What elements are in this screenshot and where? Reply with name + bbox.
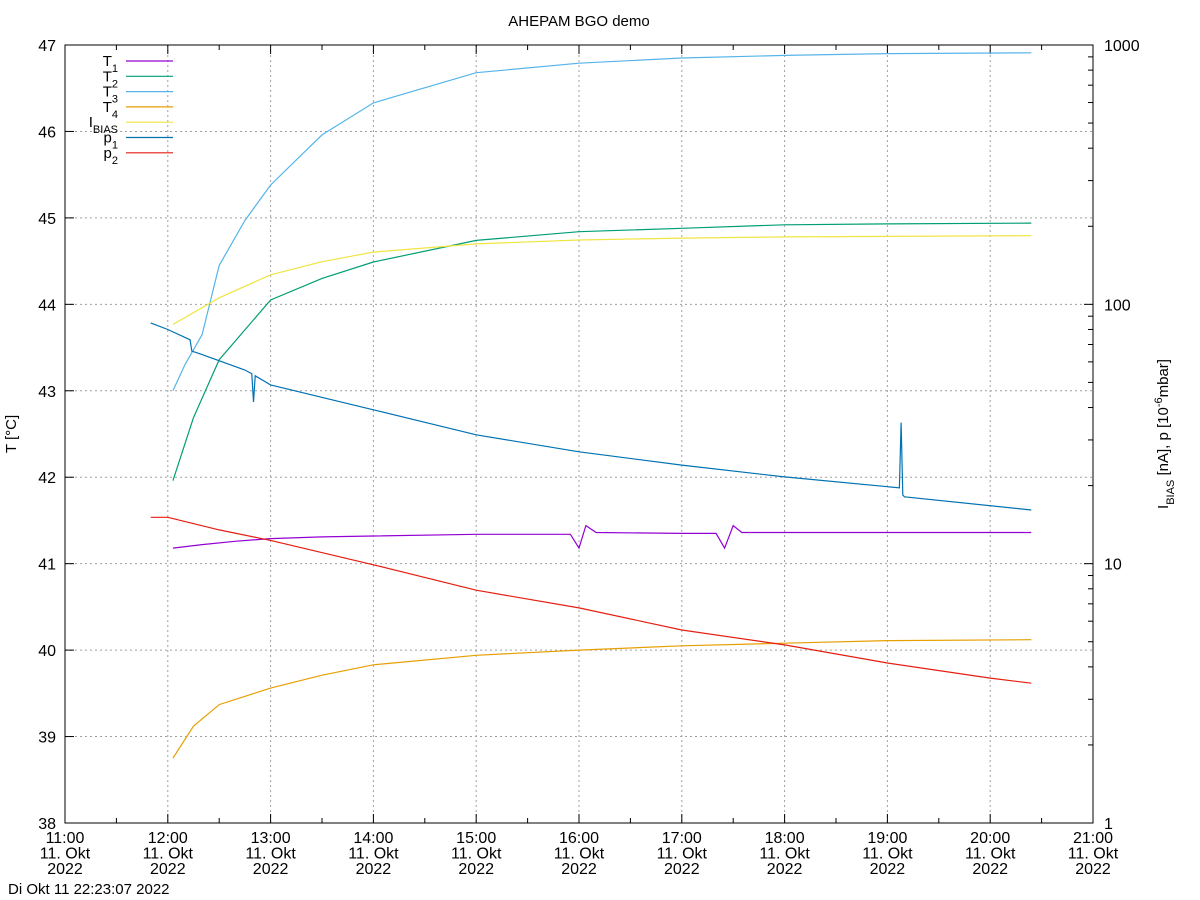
y2-axis-label: IBIAS [nA], p [10-6mbar] <box>1153 359 1177 509</box>
legend-label-part: 4 <box>112 109 118 121</box>
legend-label-part: 2 <box>112 78 118 90</box>
x-tick-label: 11. Okt <box>759 846 810 863</box>
x-tick-label: 2022 <box>664 861 700 878</box>
x-tick-label: 11:00 <box>46 830 85 847</box>
y2-tick-label: 10 <box>1104 557 1122 574</box>
y-tick-label: 41 <box>38 557 56 574</box>
y-tick-label: 42 <box>38 470 56 487</box>
y2-tick-label: 1 <box>1104 816 1113 833</box>
footer-timestamp: Di Okt 11 22:23:07 2022 <box>8 881 170 898</box>
y2-label-part: BIAS <box>1165 480 1177 505</box>
x-tick-label: 2022 <box>1075 861 1111 878</box>
x-tick-label: 11. Okt <box>348 846 399 863</box>
x-tick-label: 2022 <box>356 861 392 878</box>
x-tick-label: 11. Okt <box>862 846 913 863</box>
x-tick-label: 20:00 <box>970 830 1010 847</box>
y-tick-label: 40 <box>38 643 56 660</box>
y2-label-part: mbar] <box>1155 359 1172 397</box>
y2-label-part: I <box>1155 505 1172 509</box>
x-tick-label: 2022 <box>150 861 186 878</box>
legend-label-part: p <box>104 145 112 162</box>
y-tick-label: 45 <box>38 211 56 228</box>
y-tick-label: 44 <box>38 297 56 314</box>
x-tick-label: 19:00 <box>867 830 907 847</box>
x-tick-label: 16:00 <box>559 830 599 847</box>
legend-label-part: 1 <box>112 63 118 75</box>
series-line <box>150 516 1032 684</box>
legend-label-part: p <box>104 130 112 147</box>
x-tick-label: 14:00 <box>353 830 393 847</box>
legend-label-part: I <box>89 114 93 131</box>
legend-label: T2 <box>103 68 118 90</box>
legend-label: T3 <box>103 84 118 106</box>
x-tick-label: 15:00 <box>456 830 496 847</box>
x-tick-label: 2022 <box>253 861 289 878</box>
y-axis-label: T [°C] <box>3 415 20 453</box>
legend-label-part: BIAS <box>93 124 118 136</box>
legend-label: IBIAS <box>89 114 118 136</box>
x-tick-label: 18:00 <box>765 830 805 847</box>
series-line <box>150 322 1032 511</box>
x-tick-label: 11. Okt <box>451 846 502 863</box>
x-tick-label: 2022 <box>767 861 803 878</box>
plot-frame <box>64 44 1094 824</box>
x-tick-label: 2022 <box>47 861 83 878</box>
legend-label-part: T <box>103 53 112 70</box>
legend-label: T1 <box>103 53 118 75</box>
y2-label-part: [nA], p [10 <box>1155 407 1172 480</box>
y2-label-part: -6 <box>1153 397 1165 407</box>
x-tick-label: 13:00 <box>251 830 291 847</box>
legend-label-part: 3 <box>112 94 118 106</box>
x-tick-label: 17:00 <box>662 830 702 847</box>
series-line <box>172 524 1032 550</box>
x-tick-label: 11. Okt <box>40 846 91 863</box>
legend-label: T4 <box>103 99 118 121</box>
y-tick-label: 43 <box>38 384 56 401</box>
x-tick-label: 11. Okt <box>143 846 194 863</box>
y2-tick-label: 100 <box>1104 297 1131 314</box>
x-tick-label: 2022 <box>561 861 597 878</box>
legend-label-part: T <box>103 68 112 85</box>
x-tick-label: 11. Okt <box>554 846 605 863</box>
x-tick-label: 12:00 <box>148 830 188 847</box>
x-tick-label: 11. Okt <box>657 846 708 863</box>
legend-label-part: T <box>103 84 112 101</box>
y-tick-label: 38 <box>38 816 56 833</box>
series-line <box>172 235 1032 326</box>
x-tick-label: 2022 <box>972 861 1008 878</box>
x-tick-label: 11. Okt <box>965 846 1016 863</box>
x-tick-label: 11. Okt <box>245 846 296 863</box>
x-tick-label: 2022 <box>870 861 906 878</box>
series-line <box>172 52 1032 392</box>
chart-title: AHEPAM BGO demo <box>508 13 649 30</box>
series-line <box>172 639 1032 759</box>
legend-label-part: 2 <box>112 155 118 167</box>
y-tick-label: 47 <box>38 38 56 55</box>
series-line <box>172 222 1032 481</box>
x-tick-label: 11. Okt <box>1068 846 1119 863</box>
y2-tick-label: 1000 <box>1104 38 1140 55</box>
x-tick-label: 2022 <box>458 861 494 878</box>
legend-label: p2 <box>104 145 118 167</box>
legend-label: p1 <box>104 130 118 152</box>
legend-label-part: T <box>103 99 112 116</box>
y-tick-label: 39 <box>38 730 56 747</box>
y-tick-label: 46 <box>38 124 56 141</box>
legend-label-part: 1 <box>112 140 118 152</box>
x-tick-label: 21:00 <box>1073 830 1113 847</box>
